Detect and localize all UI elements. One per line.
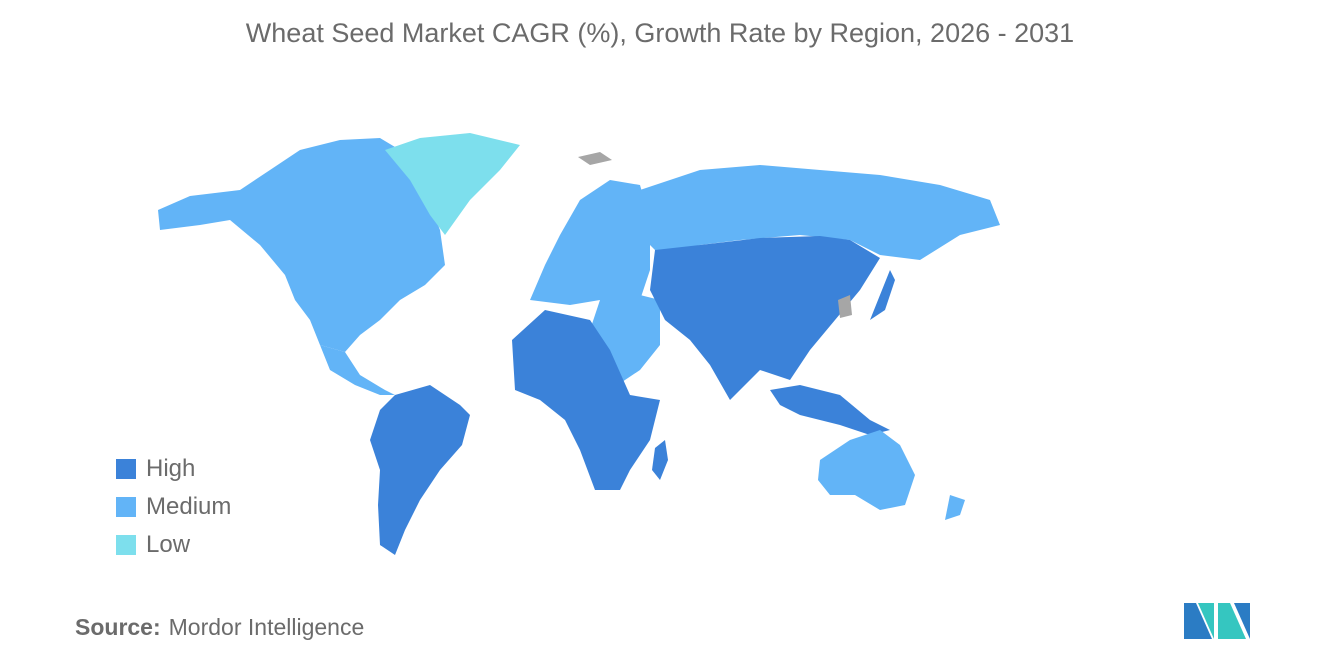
legend: High Medium Low xyxy=(116,450,231,564)
region-japan[interactable] xyxy=(870,270,895,320)
legend-item-low: Low xyxy=(116,526,231,564)
region-madagascar[interactable] xyxy=(652,440,668,480)
region-central-america[interactable] xyxy=(320,345,395,395)
region-russia[interactable] xyxy=(640,165,1000,260)
region-southeast-asia[interactable] xyxy=(770,385,890,435)
legend-swatch-high xyxy=(116,459,136,479)
legend-item-high: High xyxy=(116,450,231,488)
chart-title: Wheat Seed Market CAGR (%), Growth Rate … xyxy=(245,18,1075,48)
legend-swatch-low xyxy=(116,535,136,555)
legend-label: Low xyxy=(146,531,191,558)
source-value: Mordor Intelligence xyxy=(168,614,365,640)
region-south-america[interactable] xyxy=(370,385,470,555)
region-greenland[interactable] xyxy=(385,133,520,235)
region-asia[interactable] xyxy=(650,236,880,400)
legend-swatch-medium xyxy=(116,497,136,517)
legend-label: High xyxy=(146,455,196,482)
mordor-logo-icon xyxy=(1184,603,1250,639)
region-korea xyxy=(838,295,852,318)
region-africa[interactable] xyxy=(512,310,660,490)
region-new-zealand[interactable] xyxy=(945,495,965,520)
legend-item-medium: Medium xyxy=(116,488,231,526)
region-australia[interactable] xyxy=(818,430,915,510)
source-label: Source: xyxy=(75,614,161,640)
source-note: Source: Mordor Intelligence xyxy=(75,614,364,641)
region-europe[interactable] xyxy=(530,180,650,305)
legend-label: Medium xyxy=(146,493,232,520)
region-svalbard xyxy=(578,152,612,165)
region-north-america[interactable] xyxy=(158,138,445,352)
